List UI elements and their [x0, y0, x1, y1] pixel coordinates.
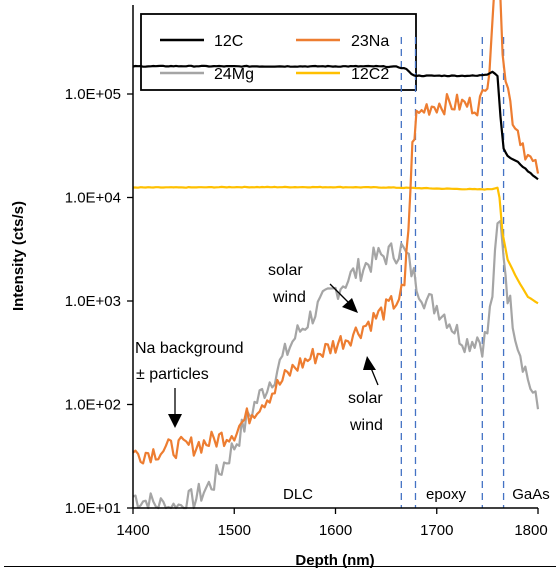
series-line-24mg [132, 219, 540, 510]
annotation-solar-wind-upper-line1: solar [268, 262, 303, 279]
y-tick-label-4: 1.0E+05 [65, 86, 121, 103]
series-line-12c2 [133, 185, 539, 305]
annotation-arrowhead-na [168, 414, 182, 428]
x-tick-label-3: 1700 [420, 522, 453, 539]
legend-frame [140, 13, 417, 91]
x-axis-title: Depth (nm) [295, 552, 374, 569]
x-tick-label-4: 1800 [514, 522, 547, 539]
legend-label-24mg: 24Mg [214, 66, 254, 83]
x-tick-label-0: 1400 [116, 522, 149, 539]
legend-label-12c: 12C [214, 33, 243, 50]
y-tick-label-2: 1.0E+03 [65, 293, 121, 310]
annotation-arrow-lower [370, 367, 379, 386]
region-label-dlc: DLC [283, 486, 313, 503]
bottom-rule [4, 566, 556, 567]
annotation-solar-wind-lower-line2: wind [349, 417, 383, 434]
annotation-arrowhead-upper [342, 298, 358, 313]
annotation-solar-wind-upper-line2: wind [272, 289, 306, 306]
series-line-23na [132, 0, 540, 465]
y-axis-title: Intensity (cts/s) [10, 201, 27, 311]
annotation-solar-wind-lower-line1: solar [348, 390, 383, 407]
legend: 12C 23Na 24Mg 12C2 [140, 13, 417, 91]
y-tick-label-1: 1.0E+02 [65, 397, 121, 414]
legend-label-23na: 23Na [351, 33, 389, 50]
series-layer [132, 0, 540, 510]
y-tick-label-0: 1.0E+01 [65, 500, 121, 517]
annotation-solar-wind-upper: solar wind [268, 262, 358, 313]
annotation-na-background-line1: Na background [135, 340, 244, 357]
tick-layer: 1.0E+011.0E+021.0E+031.0E+041.0E+051.0E+… [65, 86, 548, 539]
region-label-gaas: GaAs [512, 486, 550, 503]
annotation-solar-wind-lower: solar wind [348, 356, 383, 434]
legend-label-12c2: 12C2 [351, 66, 389, 83]
region-label-epoxy: epoxy [426, 486, 467, 503]
annotation-na-background-line2: ± particles [136, 366, 209, 383]
annotation-na-background: Na background ± particles [135, 340, 244, 428]
x-tick-label-1: 1500 [218, 522, 251, 539]
annotation-arrowhead-lower [363, 356, 376, 370]
y-tick-label-3: 1.0E+04 [65, 190, 121, 207]
series-line-12c [132, 64, 539, 181]
x-tick-label-2: 1600 [319, 522, 352, 539]
